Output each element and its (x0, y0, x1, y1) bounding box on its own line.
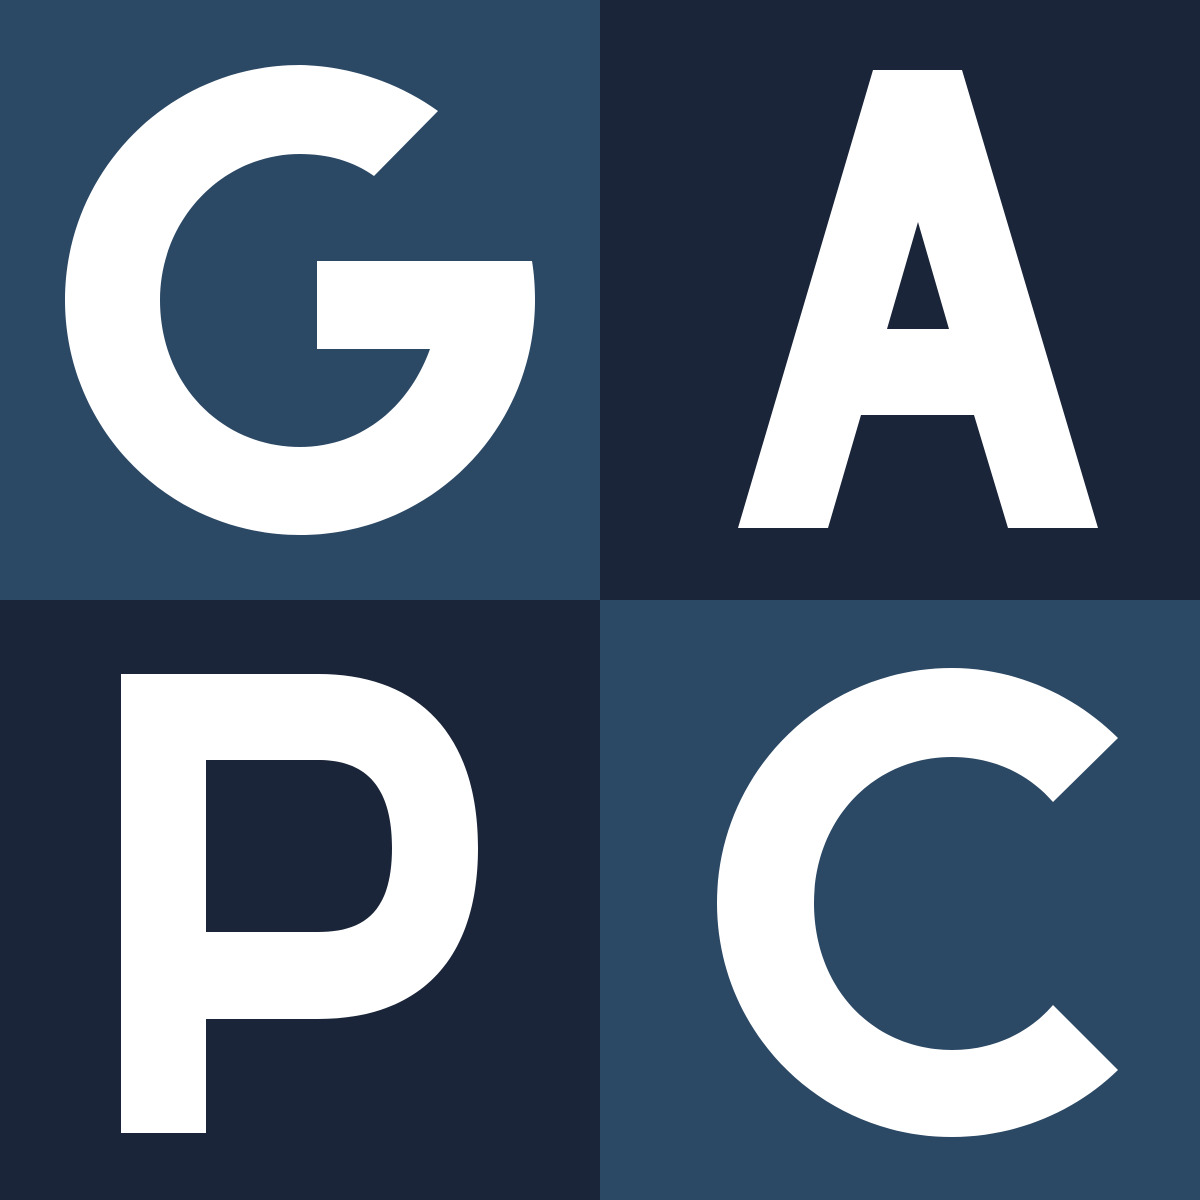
letter-c-shape (717, 668, 1118, 1137)
logo-tile-c (600, 600, 1200, 1200)
logo-tile-g (0, 0, 600, 600)
letter-p-shape (121, 674, 478, 1133)
letter-p-glyph (121, 674, 478, 1133)
letter-g-glyph (65, 65, 535, 535)
letter-a-shape (738, 70, 1098, 528)
letter-c-glyph (717, 668, 1118, 1137)
letter-g-shape (65, 65, 535, 535)
logo-tile-p (0, 600, 600, 1200)
letter-a-glyph (738, 70, 1098, 528)
logo-tile-a (600, 0, 1200, 600)
